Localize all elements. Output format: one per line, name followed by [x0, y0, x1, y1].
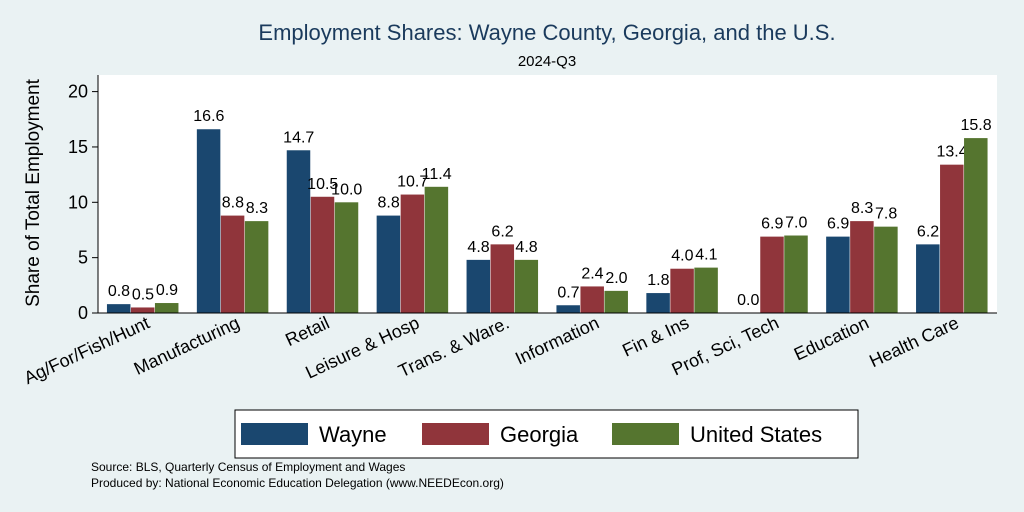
- bar: [694, 267, 718, 313]
- bar: [196, 129, 221, 313]
- data-label: 6.2: [491, 223, 513, 240]
- data-label: 16.6: [193, 108, 224, 125]
- data-label: 6.9: [827, 216, 849, 233]
- data-label: 15.8: [960, 117, 991, 134]
- data-label: 4.8: [515, 239, 537, 256]
- bar: [334, 202, 359, 313]
- y-tick-label: 15: [68, 137, 88, 157]
- data-label: 11.4: [422, 166, 452, 183]
- bar: [424, 186, 449, 313]
- y-tick-label: 0: [78, 303, 88, 323]
- x-category-label: Health Care: [866, 312, 962, 371]
- bar: [556, 305, 580, 313]
- data-label: 0.9: [156, 282, 178, 299]
- data-label: 0.0: [737, 292, 759, 309]
- produced-by-note: Produced by: National Economic Education…: [91, 476, 504, 490]
- data-label: 1.8: [647, 272, 669, 289]
- bar: [286, 150, 311, 313]
- data-label: 4.1: [695, 247, 717, 264]
- y-axis-label: Share of Total Employment: [23, 78, 44, 306]
- x-category-label: Education: [791, 312, 872, 364]
- data-label: 6.2: [917, 223, 939, 240]
- bar: [490, 244, 515, 313]
- bar: [130, 307, 155, 313]
- data-label: 8.3: [246, 200, 268, 217]
- bar: [964, 138, 988, 313]
- source-note: Source: BLS, Quarterly Census of Employm…: [91, 460, 405, 474]
- data-label: 10.0: [331, 181, 362, 198]
- bar: [514, 259, 539, 313]
- bar: [670, 268, 694, 313]
- data-label: 8.8: [222, 195, 244, 212]
- bar: [400, 194, 425, 313]
- bar: [580, 286, 604, 313]
- bar: [244, 221, 269, 313]
- bar: [850, 221, 874, 313]
- bar: [376, 215, 401, 313]
- chart-title: Employment Shares: Wayne County, Georgia…: [258, 20, 835, 45]
- data-label: 8.3: [851, 200, 873, 217]
- x-category-label: Fin & Ins: [619, 312, 692, 360]
- data-label: 7.0: [785, 215, 807, 232]
- legend-swatch: [241, 423, 308, 445]
- y-tick-label: 20: [68, 82, 88, 102]
- bar: [784, 235, 808, 313]
- legend-label: United States: [690, 422, 822, 447]
- data-label: 4.0: [671, 248, 693, 265]
- legend-label: Wayne: [319, 422, 387, 447]
- y-tick-label: 10: [68, 192, 88, 212]
- bar: [604, 290, 628, 313]
- legend: Wayne Georgia United States: [241, 422, 822, 447]
- legend-label: Georgia: [500, 422, 579, 447]
- legend-swatch: [612, 423, 679, 445]
- bar: [220, 215, 245, 313]
- data-label: 7.8: [875, 206, 897, 223]
- bar: [916, 244, 940, 313]
- bar: [646, 293, 670, 313]
- bar: [106, 304, 131, 313]
- data-label: 10.7: [397, 174, 428, 191]
- data-label: 0.5: [132, 286, 154, 303]
- data-label: 14.7: [283, 129, 314, 146]
- bar: [874, 226, 898, 313]
- bar: [310, 196, 335, 313]
- bar: [466, 259, 491, 313]
- data-label: 0.8: [108, 283, 130, 300]
- y-tick-label: 5: [78, 248, 88, 268]
- bar: [940, 164, 964, 313]
- legend-box: [234, 409, 859, 459]
- chart-subtitle: 2024-Q3: [518, 53, 576, 70]
- data-label: 2.0: [605, 270, 627, 287]
- legend-swatch: [422, 423, 489, 445]
- bar: [154, 303, 179, 313]
- data-label: 13.4: [936, 144, 967, 161]
- data-label: 2.4: [581, 265, 603, 282]
- x-category-label: Ag/For/Fish/Hunt: [21, 312, 153, 388]
- data-label: 6.9: [761, 216, 783, 233]
- x-category-label: Retail: [282, 312, 332, 350]
- data-label: 0.7: [557, 284, 579, 301]
- bar: [826, 236, 850, 313]
- bar: [760, 236, 784, 313]
- data-label: 10.5: [307, 176, 338, 193]
- data-label: 4.8: [467, 239, 489, 256]
- x-category-label: Information: [512, 312, 602, 368]
- data-label: 8.8: [378, 195, 400, 212]
